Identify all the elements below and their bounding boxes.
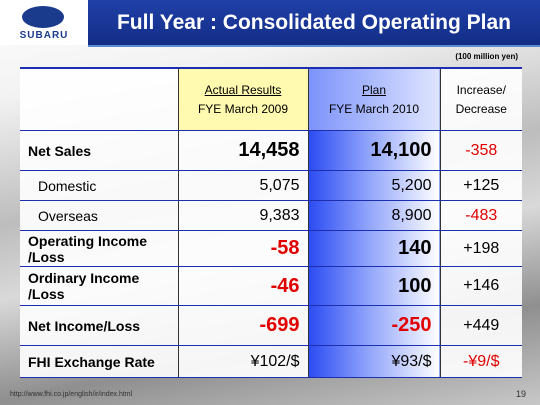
- table-cell: 140: [307, 230, 441, 267]
- table-cell: +449: [439, 305, 522, 346]
- logo-text: SUBARU: [19, 30, 69, 41]
- table-cell: -58: [177, 230, 309, 267]
- table-cell: -250: [307, 305, 441, 346]
- table-row: Net Income/Loss -699 -250 +449: [20, 305, 522, 346]
- row-label: Operating Income /Loss: [20, 230, 179, 267]
- row-label: Overseas: [20, 200, 179, 231]
- title: Full Year : Consolidated Operating Plan: [116, 11, 512, 34]
- row-label: Net Income/Loss: [20, 305, 179, 346]
- column-header: Actual Results FYE March 2009: [177, 67, 309, 131]
- table-cell: 5,075: [177, 170, 309, 201]
- table-cell: +125: [439, 170, 522, 201]
- row-label: Ordinary Income /Loss: [20, 266, 179, 306]
- row-label: FHI Exchange Rate: [20, 345, 179, 378]
- table-row: FHI Exchange Rate ¥102/$ ¥93/$ -¥9/$: [20, 345, 522, 378]
- column-subtitle: FYE March 2010: [328, 101, 420, 116]
- table-row: Ordinary Income /Loss -46 100 +146: [20, 266, 522, 306]
- table-cell: -358: [439, 130, 522, 171]
- column-title: Actual Results: [204, 82, 282, 97]
- table-row: Net Sales 14,458 14,100 -358: [20, 130, 522, 171]
- table-row: Overseas 9,383 8,900 -483: [20, 200, 522, 231]
- row-label: Domestic: [20, 170, 179, 201]
- footer-url: http://www.fhi.co.jp/english/ir/index.ht…: [10, 391, 133, 398]
- table-cell: +146: [439, 266, 522, 306]
- table-cell: ¥102/$: [177, 345, 309, 378]
- table-cell: 8,900: [307, 200, 441, 231]
- header-row: Actual Results FYE March 2009 Plan FYE Mar…: [20, 67, 522, 131]
- table-cell: ¥93/$: [307, 345, 441, 378]
- table-cell: -¥9/$: [439, 345, 522, 378]
- column-title: Plan: [361, 82, 387, 97]
- table-cell: -699: [177, 305, 309, 346]
- table-cell: -483: [439, 200, 522, 231]
- title-banner: Full Year : Consolidated Operating Plan: [88, 0, 540, 47]
- table-cell: 5,200: [307, 170, 441, 201]
- column-title: Increase/ Decrease: [455, 82, 507, 116]
- page-number: 19: [515, 389, 526, 399]
- table-cell: 14,100: [307, 130, 441, 171]
- table-row: Operating Income /Loss -58 140 +198: [20, 230, 522, 267]
- corner-cell: [20, 67, 179, 131]
- table-row: Domestic 5,075 5,200 +125: [20, 170, 522, 201]
- logo: SUBARU: [0, 0, 88, 45]
- table-cell: +198: [439, 230, 522, 267]
- table-cell: -46: [177, 266, 309, 306]
- logo-emblem: [22, 6, 64, 28]
- table-cell: 14,458: [177, 130, 309, 171]
- plan-table: Actual Results FYE March 2009 Plan FYE Mar…: [20, 67, 522, 378]
- row-label: Net Sales: [20, 130, 179, 171]
- column-subtitle: FYE March 2009: [197, 101, 289, 116]
- unit-note: (100 million yen): [455, 52, 518, 61]
- column-header: Plan FYE March 2010: [307, 67, 441, 131]
- column-header: Increase/ Decrease: [439, 67, 522, 131]
- table-cell: 9,383: [177, 200, 309, 231]
- table-cell: 100: [307, 266, 441, 306]
